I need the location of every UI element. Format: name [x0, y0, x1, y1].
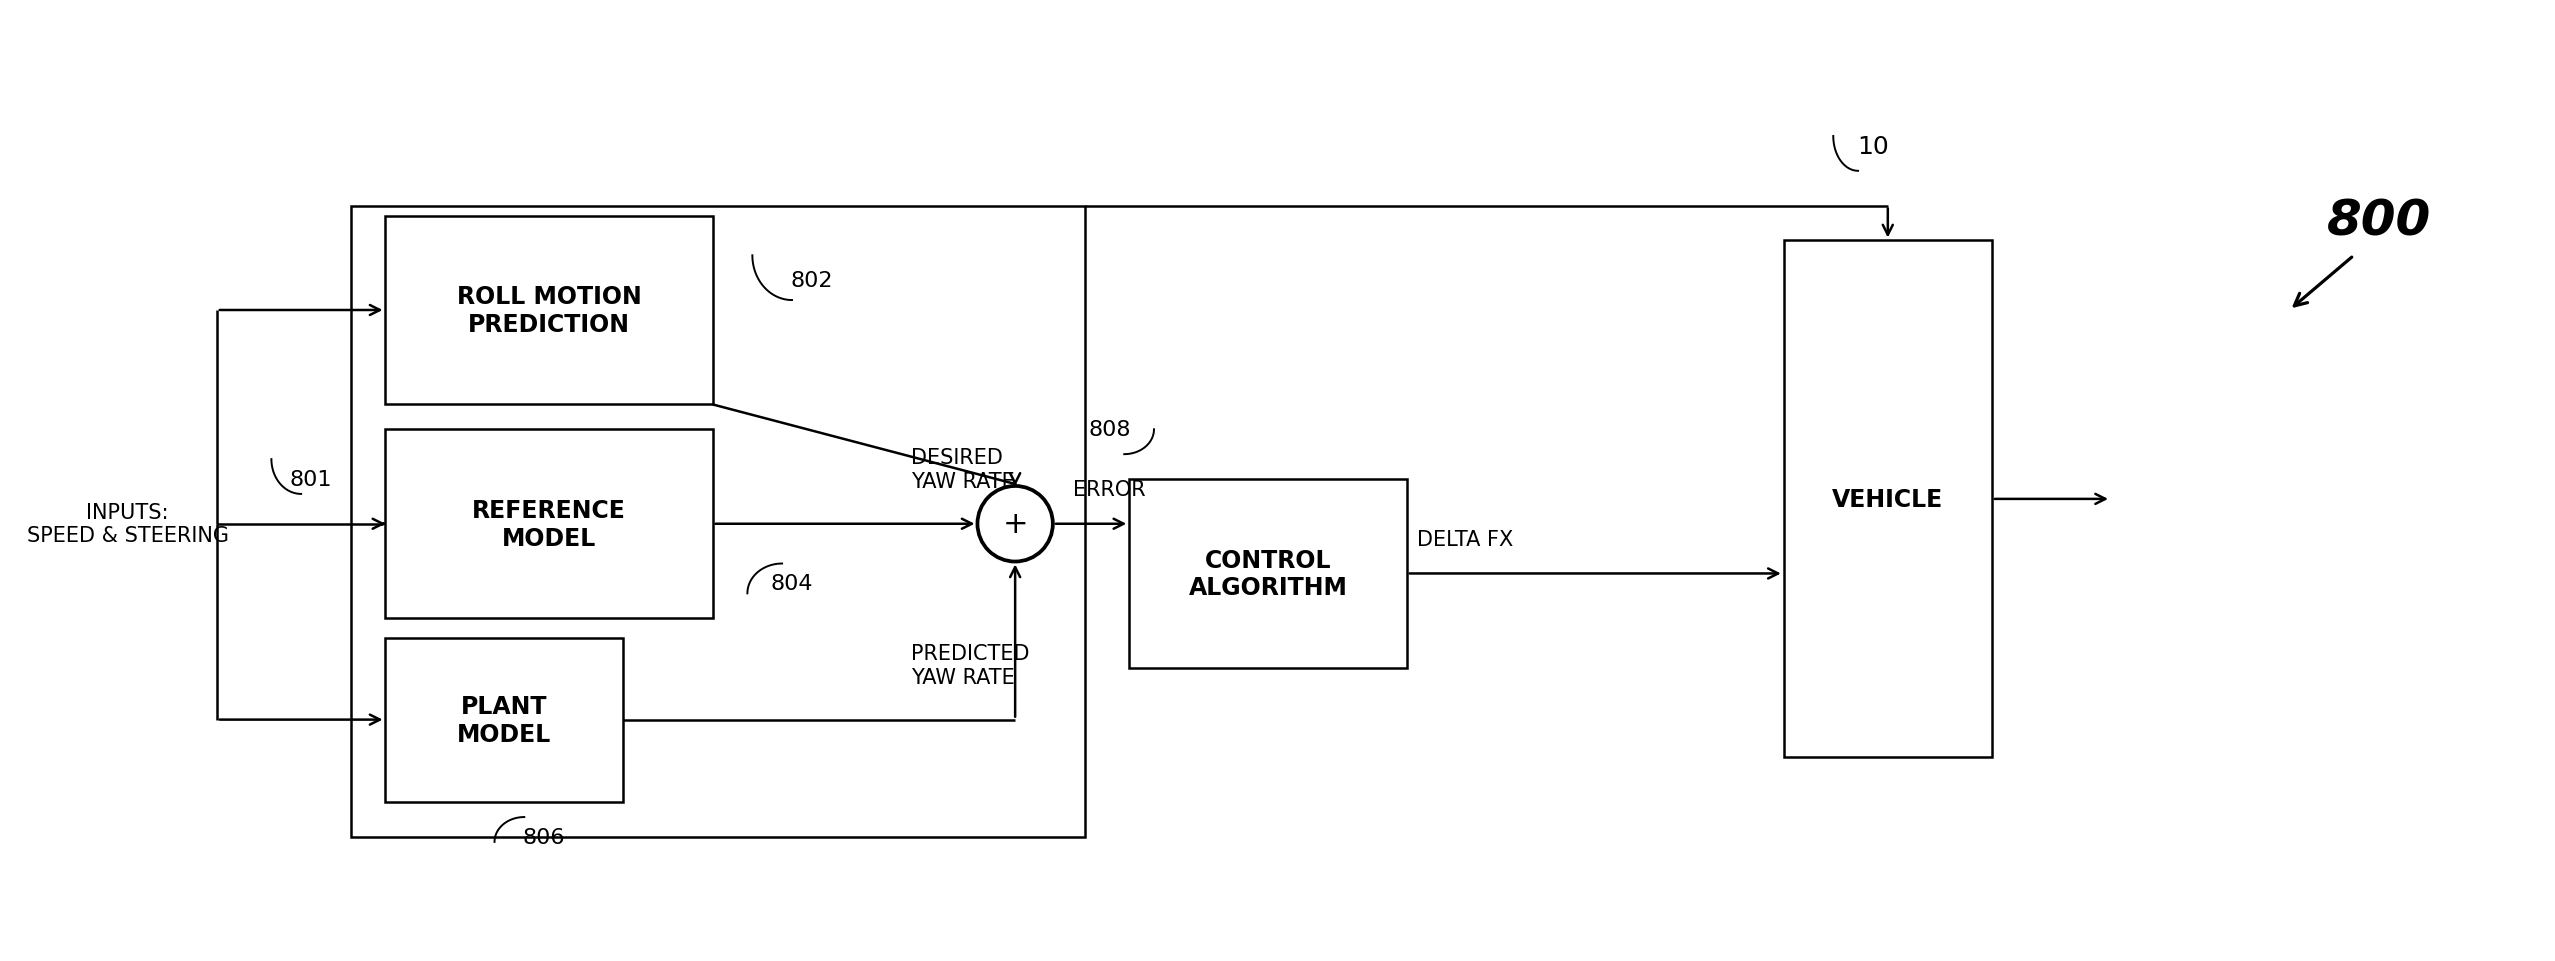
Bar	[386, 216, 713, 405]
Text: 801: 801	[289, 470, 332, 489]
Bar	[350, 207, 1083, 837]
Bar	[1129, 480, 1408, 668]
Text: ROLL MOTION
PREDICTION: ROLL MOTION PREDICTION	[457, 284, 641, 336]
Text: PREDICTED
YAW RATE: PREDICTED YAW RATE	[912, 644, 1030, 687]
Text: PLANT
MODEL: PLANT MODEL	[457, 695, 552, 747]
Text: +: +	[1002, 509, 1027, 539]
Text: DELTA FX: DELTA FX	[1418, 530, 1513, 549]
Text: 804: 804	[772, 574, 812, 594]
Text: CONTROL
ALGORITHM: CONTROL ALGORITHM	[1188, 548, 1346, 600]
Bar	[386, 430, 713, 619]
Bar	[386, 638, 623, 802]
Text: REFERENCE
MODEL: REFERENCE MODEL	[473, 499, 626, 550]
Text: 10: 10	[1857, 135, 1888, 159]
Text: ERROR: ERROR	[1073, 480, 1145, 500]
Text: INPUTS:
SPEED & STEERING: INPUTS: SPEED & STEERING	[26, 503, 227, 546]
Text: DESIRED
YAW RATE: DESIRED YAW RATE	[912, 448, 1014, 491]
Text: VEHICLE: VEHICLE	[1832, 487, 1944, 511]
Text: 806: 806	[524, 827, 565, 847]
Text: 802: 802	[789, 271, 833, 291]
Text: 800: 800	[2328, 197, 2430, 245]
Bar	[1783, 241, 1993, 757]
Text: 808: 808	[1088, 420, 1132, 440]
